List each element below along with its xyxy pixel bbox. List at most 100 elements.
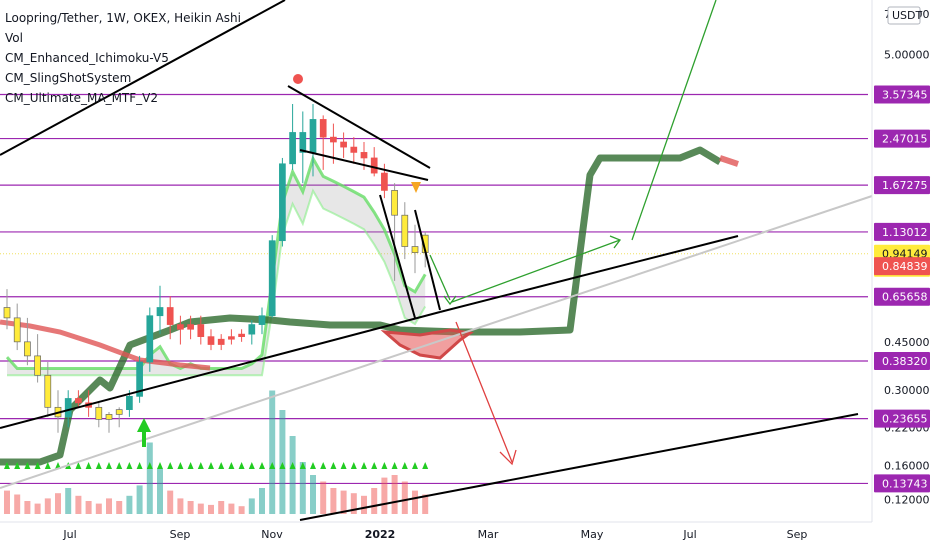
- ma-band-red-future: [719, 155, 739, 167]
- price-tick-label: 0.30000: [884, 384, 930, 397]
- candle-body: [330, 136, 337, 143]
- candle-body: [258, 315, 266, 325]
- candle-body: [197, 324, 205, 337]
- candle-body: [289, 132, 296, 165]
- volume-bar: [146, 442, 153, 514]
- slingshot-triangle: [401, 462, 408, 469]
- volume-bar: [65, 488, 72, 514]
- price-tick-label: 0.45000: [884, 336, 930, 349]
- candle-body: [3, 307, 11, 319]
- up-arrow-marker: [137, 418, 151, 447]
- slingshot-triangle: [126, 462, 133, 469]
- slingshot-triangle: [350, 462, 357, 469]
- level-price-tag: [874, 222, 930, 241]
- slingshot-triangle: [248, 462, 255, 469]
- slingshot-triangle: [4, 462, 10, 469]
- projection-green-2: [451, 239, 621, 303]
- slingshot-triangle: [320, 462, 327, 469]
- level-price-tag: [874, 129, 930, 148]
- candle-body: [411, 246, 419, 253]
- volume-bar: [248, 498, 255, 514]
- volume-bar: [34, 503, 41, 514]
- slingshot-triangle: [361, 462, 367, 469]
- candle-body: [248, 324, 256, 335]
- price-tick-label: 0.16000: [884, 459, 930, 472]
- volume-bar: [310, 475, 316, 514]
- volume-bar: [340, 490, 347, 514]
- slingshot-triangle: [279, 462, 286, 469]
- currency-badge-label: USDT: [892, 9, 923, 22]
- ichimoku-span-a: [5, 154, 427, 371]
- slingshot-triangle: [85, 462, 92, 469]
- wedge-middle: [299, 149, 429, 181]
- candle-body: [115, 409, 123, 415]
- slingshot-triangle: [310, 462, 316, 469]
- slingshot-triangle: [422, 462, 429, 469]
- slingshot-triangle: [289, 462, 296, 469]
- volume-bar: [391, 475, 398, 514]
- candle-body: [64, 398, 72, 418]
- volume-bar: [422, 494, 429, 514]
- slingshot-triangle: [116, 462, 123, 469]
- level-price-tag-label: 0.38320: [882, 355, 928, 368]
- candle-body: [177, 324, 184, 330]
- volume-bar: [320, 481, 327, 514]
- slingshot-triangle: [371, 462, 378, 469]
- indicator-slingshot[interactable]: CM_SlingShotSystem: [5, 71, 132, 85]
- volume-bar: [289, 436, 296, 514]
- indicator-vol[interactable]: Vol: [5, 31, 23, 45]
- slingshot-triangle: [75, 462, 82, 469]
- level-price-tag-label: 0.13743: [882, 477, 928, 490]
- volume-bar: [228, 503, 235, 514]
- marker-price-tag: [874, 257, 930, 276]
- projection-red: [455, 321, 513, 463]
- candle-body: [268, 240, 276, 317]
- marker-price-label: 0.84839: [882, 260, 928, 273]
- candle-body: [217, 338, 225, 345]
- candle-body: [370, 157, 378, 174]
- wedge-right: [414, 209, 441, 311]
- candle-body: [309, 119, 317, 153]
- indicator-ichimoku[interactable]: CM_Enhanced_Ichimoku-V5: [5, 51, 169, 65]
- candle-body: [156, 307, 164, 317]
- level-price-tag: [874, 474, 930, 493]
- slingshot-triangle: [106, 462, 112, 469]
- slingshot-triangle: [187, 462, 194, 469]
- projection-green-1: [429, 254, 451, 301]
- volume-bar: [14, 494, 21, 514]
- volume-bar: [24, 501, 31, 514]
- volume-bar: [55, 493, 61, 514]
- wedge-left: [379, 194, 416, 319]
- candle-body: [24, 341, 31, 357]
- slingshot-triangle: [269, 462, 276, 469]
- down-triangle-marker: [411, 182, 421, 193]
- level-price-tag: [874, 409, 930, 428]
- volume-bar: [44, 498, 51, 514]
- volume-bar: [299, 462, 306, 514]
- volume-bar: [187, 501, 194, 514]
- symbol-title[interactable]: Loopring/Tether, 1W, OKEX, Heikin Ashi: [5, 11, 241, 25]
- candle-body: [381, 172, 388, 191]
- time-tick-label: 2022: [365, 528, 396, 541]
- slingshot-triangle: [157, 462, 163, 469]
- candle-body: [238, 333, 245, 337]
- candle-body: [228, 336, 235, 340]
- candle-body: [166, 307, 174, 325]
- level-price-tag: [874, 287, 930, 306]
- slingshot-triangle: [136, 462, 143, 469]
- indicator-ultimate-ma[interactable]: CM_Ultimate_MA_MTF_V2: [5, 91, 159, 105]
- trendline-support-ext: [439, 235, 739, 313]
- volume-bar: [75, 495, 82, 514]
- candle-body: [44, 374, 52, 408]
- slingshot-triangle: [44, 462, 51, 469]
- time-tick-label: Nov: [261, 528, 283, 541]
- slingshot-triangle: [146, 462, 153, 469]
- slingshot-triangle: [238, 462, 245, 469]
- time-tick-label: Jul: [62, 528, 76, 541]
- volume-bar: [371, 488, 378, 514]
- slingshot-triangle: [208, 462, 214, 469]
- candle-body: [360, 152, 368, 159]
- slingshot-triangle: [340, 462, 347, 469]
- candle-body: [319, 119, 327, 138]
